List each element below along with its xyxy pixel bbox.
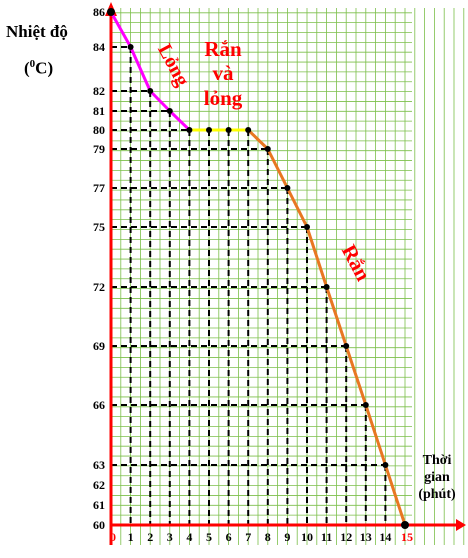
data-point	[186, 127, 193, 133]
x-tick-label: 3	[167, 530, 173, 544]
y-axis-unit-rest: C)	[35, 58, 54, 78]
y-tick-label: 86	[93, 5, 105, 19]
y-axis-unit-open: (	[24, 58, 30, 78]
x-tick-label: 2	[147, 530, 153, 544]
annotation-mixed-line1: Rắn	[204, 37, 242, 61]
y-tick-label: 81	[93, 104, 105, 118]
x-axis-title-line2: gian	[424, 470, 450, 485]
data-point	[362, 402, 369, 408]
y-tick-label: 61	[93, 498, 105, 512]
x-tick-label: 7	[245, 530, 251, 544]
data-point	[206, 127, 212, 133]
x-tick-label: 14	[379, 530, 391, 544]
data-points	[107, 8, 409, 529]
y-tick-label: 79	[93, 142, 105, 156]
data-point	[401, 521, 409, 529]
x-tick-label: 4	[186, 530, 192, 544]
data-point	[323, 284, 330, 290]
y-tick-label: 75	[93, 220, 105, 234]
y-tick-label: 63	[93, 458, 105, 472]
data-point	[107, 8, 115, 16]
x-tick-label: 15	[401, 530, 413, 544]
data-point	[284, 185, 291, 191]
x-tick-label: 0	[110, 530, 116, 544]
annotation-liquid: Lỏng	[153, 40, 193, 90]
data-point	[225, 127, 232, 133]
x-axis-arrow	[456, 519, 466, 531]
y-tick-label: 66	[93, 398, 105, 412]
x-tick-label: 10	[301, 530, 313, 544]
annotation-mixed-line3: lỏng	[204, 86, 243, 110]
y-tick-label: 69	[93, 339, 105, 353]
data-point	[166, 108, 173, 114]
data-point	[304, 224, 310, 230]
x-axis-title-line3: (phút)	[418, 487, 456, 502]
x-tick-label: 13	[360, 530, 372, 544]
y-axis-unit: (0C)	[24, 58, 53, 79]
y-tick-label: 82	[93, 84, 105, 98]
data-point	[382, 462, 389, 468]
y-tick-label: 77	[93, 181, 105, 195]
y-tick-label: 80	[93, 123, 105, 137]
x-tick-label: 11	[321, 530, 332, 544]
x-axis-title: Thời gian (phút)	[412, 452, 462, 503]
x-tick-label: 5	[206, 530, 212, 544]
x-tick-label: 9	[284, 530, 290, 544]
data-point	[127, 44, 134, 50]
y-axis-title: Nhiệt độ	[6, 22, 68, 42]
y-tick-label: 72	[93, 280, 105, 294]
y-axis-unit-sup: 0	[29, 58, 36, 70]
data-point	[264, 146, 271, 152]
x-tick-label: 12	[340, 530, 352, 544]
data-point	[147, 88, 154, 94]
y-tick-label: 84	[93, 40, 105, 54]
y-tick-label: 60	[93, 518, 105, 532]
x-tick-label: 6	[226, 530, 232, 544]
dashed-guides	[111, 46, 405, 526]
annotation-mixed-line2: và	[213, 61, 235, 85]
data-point	[343, 343, 350, 349]
y-axis-title-line1: Nhiệt độ	[6, 22, 68, 41]
x-axis-title-line1: Thời	[422, 453, 452, 468]
y-tick-label: 62	[93, 478, 105, 492]
x-tick-label: 1	[128, 530, 134, 544]
data-point	[245, 127, 252, 133]
x-tick-label: 8	[265, 530, 271, 544]
